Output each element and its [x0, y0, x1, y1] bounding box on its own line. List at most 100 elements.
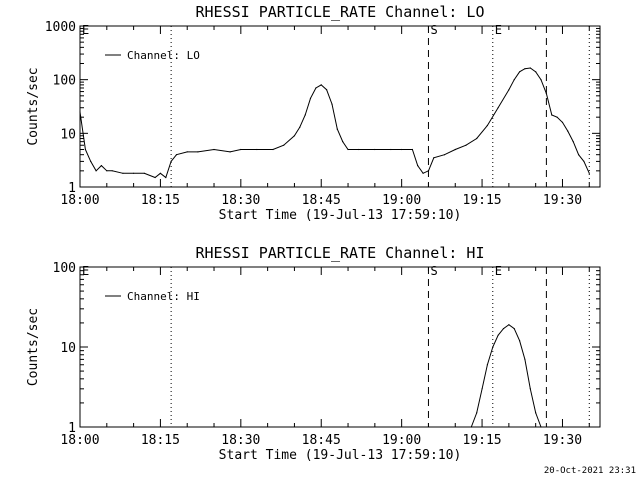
data-point: [476, 137, 478, 140]
y-tick-label: 1: [68, 421, 76, 436]
data-point: [84, 148, 86, 151]
x-axis-label: Start Time (19-Jul-13 17:59:10): [219, 448, 462, 463]
data-point: [111, 170, 113, 172]
data-point: [165, 176, 167, 179]
data-point: [159, 172, 161, 174]
data-point: [508, 89, 510, 91]
data-point: [411, 148, 413, 151]
x-tick-label: 18:45: [302, 193, 341, 208]
data-point: [427, 170, 430, 172]
print-timestamp: 20-Oct-2021 23:31: [543, 466, 636, 476]
data-point: [95, 170, 97, 172]
y-tick-label: 10: [60, 127, 76, 142]
data-point: [283, 144, 285, 146]
data-point: [492, 346, 494, 348]
data-point: [583, 160, 585, 162]
x-tick-label: 19:30: [543, 193, 582, 208]
data-point: [454, 148, 456, 151]
data-point: [540, 79, 542, 81]
data-point: [79, 111, 81, 113]
legend-label: Channel: LO: [127, 49, 200, 62]
panel-lo: RHESSI PARTICLE_RATE Channel: LO 18:00 18:…: [26, 3, 601, 223]
data-point: [299, 126, 301, 128]
data-point: [175, 154, 178, 156]
data-point: [326, 89, 328, 91]
data-point: [240, 148, 242, 151]
y-tick-label: 1000: [45, 20, 76, 35]
data-point: [213, 148, 215, 151]
chart-title: RHESSI PARTICLE_RATE Channel: HI: [196, 244, 485, 262]
x-tick-label: 18:00: [60, 433, 99, 448]
data-point: [347, 148, 349, 151]
data-point: [519, 340, 521, 342]
data-point: [186, 151, 188, 153]
data-point: [417, 165, 419, 167]
data-point: [331, 103, 333, 105]
data-point: [465, 144, 467, 146]
event-marker-label: E: [82, 23, 89, 37]
data-point: [561, 121, 564, 123]
data-point: [481, 388, 483, 390]
data-point: [309, 97, 312, 99]
data-point: [304, 114, 306, 116]
data-point: [524, 68, 526, 70]
data-point: [106, 170, 108, 172]
y-axis-label: Counts/sec: [26, 308, 41, 386]
x-tick-label: 18:45: [302, 433, 341, 448]
data-point: [336, 128, 338, 130]
y-axis-label: Counts/sec: [26, 67, 41, 145]
data-point: [551, 114, 553, 116]
legend-label: Channel: HI: [127, 290, 200, 303]
data-point: [154, 176, 156, 179]
data-point: [519, 71, 521, 73]
x-tick-label: 19:00: [382, 193, 421, 208]
x-tick-label: 18:15: [141, 193, 180, 208]
y-tick-label: 1: [68, 181, 76, 196]
y-tick-label: 100: [53, 74, 76, 89]
event-marker-label: E: [495, 264, 502, 278]
data-point: [342, 141, 344, 143]
chart-title: RHESSI PARTICLE_RATE Channel: LO: [196, 3, 485, 21]
data-point: [433, 157, 435, 159]
data-point: [390, 148, 392, 151]
data-point: [513, 328, 515, 330]
series-line: [79, 67, 590, 179]
data-point: [540, 426, 542, 428]
data-point: [374, 148, 376, 151]
data-point: [143, 172, 145, 174]
data-point: [486, 124, 488, 127]
data-point: [197, 151, 199, 153]
x-tick-label: 18:30: [221, 193, 260, 208]
data-point: [315, 87, 317, 89]
data-point: [443, 154, 446, 156]
data-point: [170, 160, 172, 162]
data-point: [422, 172, 424, 174]
data-point: [572, 141, 574, 143]
data-point: [588, 172, 590, 174]
data-point: [320, 84, 322, 86]
data-point: [567, 130, 569, 132]
data-point: [486, 364, 488, 366]
x-tick-label: 19:30: [543, 433, 582, 448]
x-tick-label: 19:15: [462, 193, 501, 208]
data-point: [256, 148, 258, 151]
data-point: [272, 148, 274, 151]
data-point: [229, 151, 231, 153]
event-marker-label: E: [82, 264, 89, 278]
data-point: [497, 107, 499, 109]
x-tick-label: 19:15: [462, 433, 501, 448]
data-point: [90, 160, 92, 162]
data-point: [470, 426, 472, 428]
data-point: [133, 172, 135, 174]
data-point: [476, 412, 478, 414]
y-tick-label: 10: [60, 341, 76, 356]
data-point: [122, 172, 124, 174]
data-point: [556, 116, 558, 118]
data-point: [529, 388, 531, 390]
x-tick-label: 18:15: [141, 433, 180, 448]
data-point: [358, 148, 360, 151]
data-point: [293, 135, 295, 137]
panel-hi: RHESSI PARTICLE_RATE Channel: HI 18:00 18:…: [26, 244, 601, 463]
y-tick-label: 100: [53, 261, 76, 276]
